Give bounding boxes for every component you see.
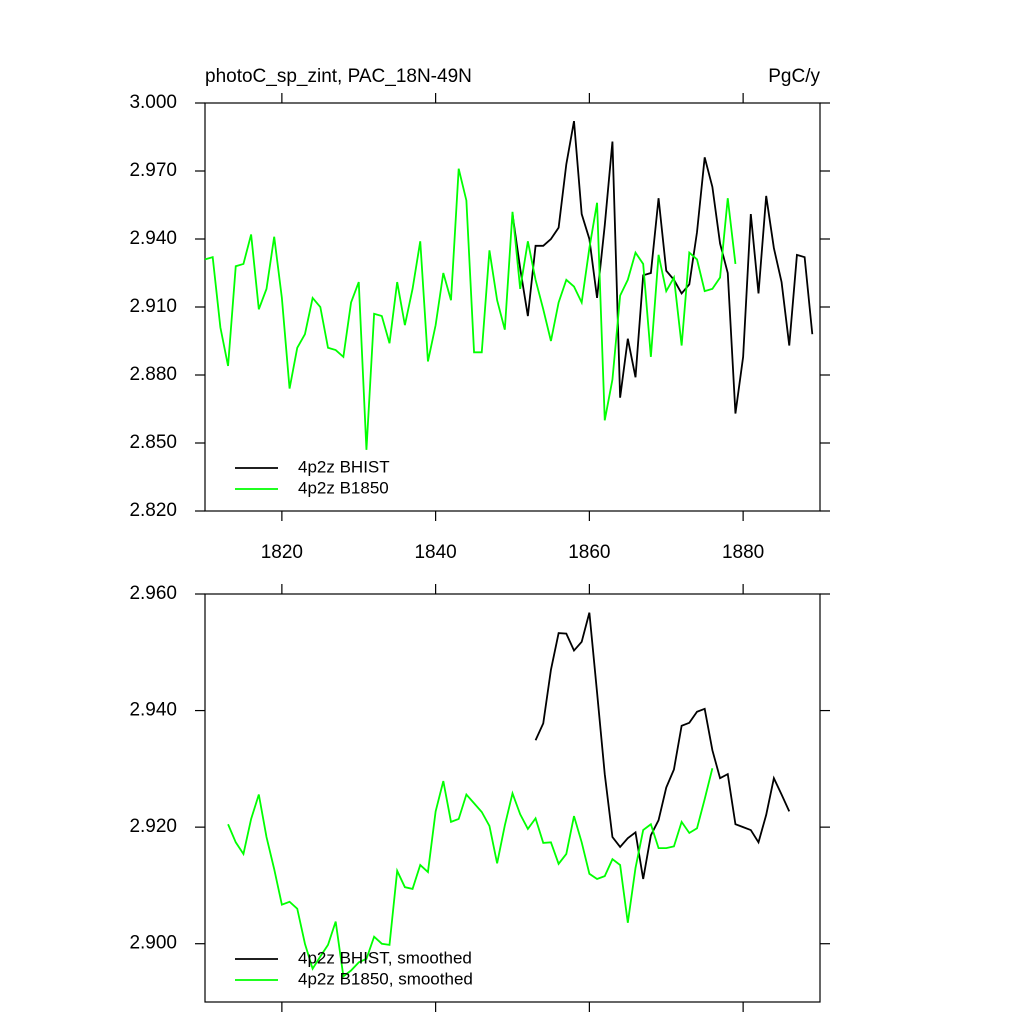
y-tick-label: 2.850: [129, 432, 177, 453]
series-line: [511, 120, 814, 414]
x-tick-label: 1860: [568, 542, 610, 563]
legend-label: 4p2z BHIST: [298, 457, 390, 476]
x-tick-label: 1880: [722, 542, 764, 563]
legend-label: 4p2z BHIST, smoothed: [298, 948, 472, 967]
y-tick-label: 2.910: [129, 296, 177, 317]
y-tick-label: 2.970: [129, 160, 177, 181]
y-tick-label: 2.960: [129, 583, 177, 604]
y-tick-label: 2.940: [129, 228, 177, 249]
x-tick-label: 1820: [261, 542, 303, 563]
units-label: PgC/y: [768, 66, 820, 87]
y-tick-label: 3.000: [129, 92, 177, 113]
plot-frame: [204, 102, 821, 512]
chart-title: photoC_sp_zint, PAC_18N-49N: [205, 66, 472, 87]
series-line: [534, 612, 791, 880]
y-tick-label: 2.900: [129, 933, 177, 954]
plot-frame: [204, 593, 821, 1003]
y-tick-label: 2.920: [129, 816, 177, 837]
series-line: [227, 768, 714, 978]
y-tick-label: 2.820: [129, 500, 177, 521]
legend-label: 4p2z B1850: [298, 478, 389, 497]
x-tick-label: 1840: [414, 542, 456, 563]
y-tick-label: 2.940: [129, 700, 177, 721]
series-line: [204, 168, 737, 450]
y-tick-label: 2.880: [129, 364, 177, 385]
legend-label: 4p2z B1850, smoothed: [298, 969, 473, 988]
